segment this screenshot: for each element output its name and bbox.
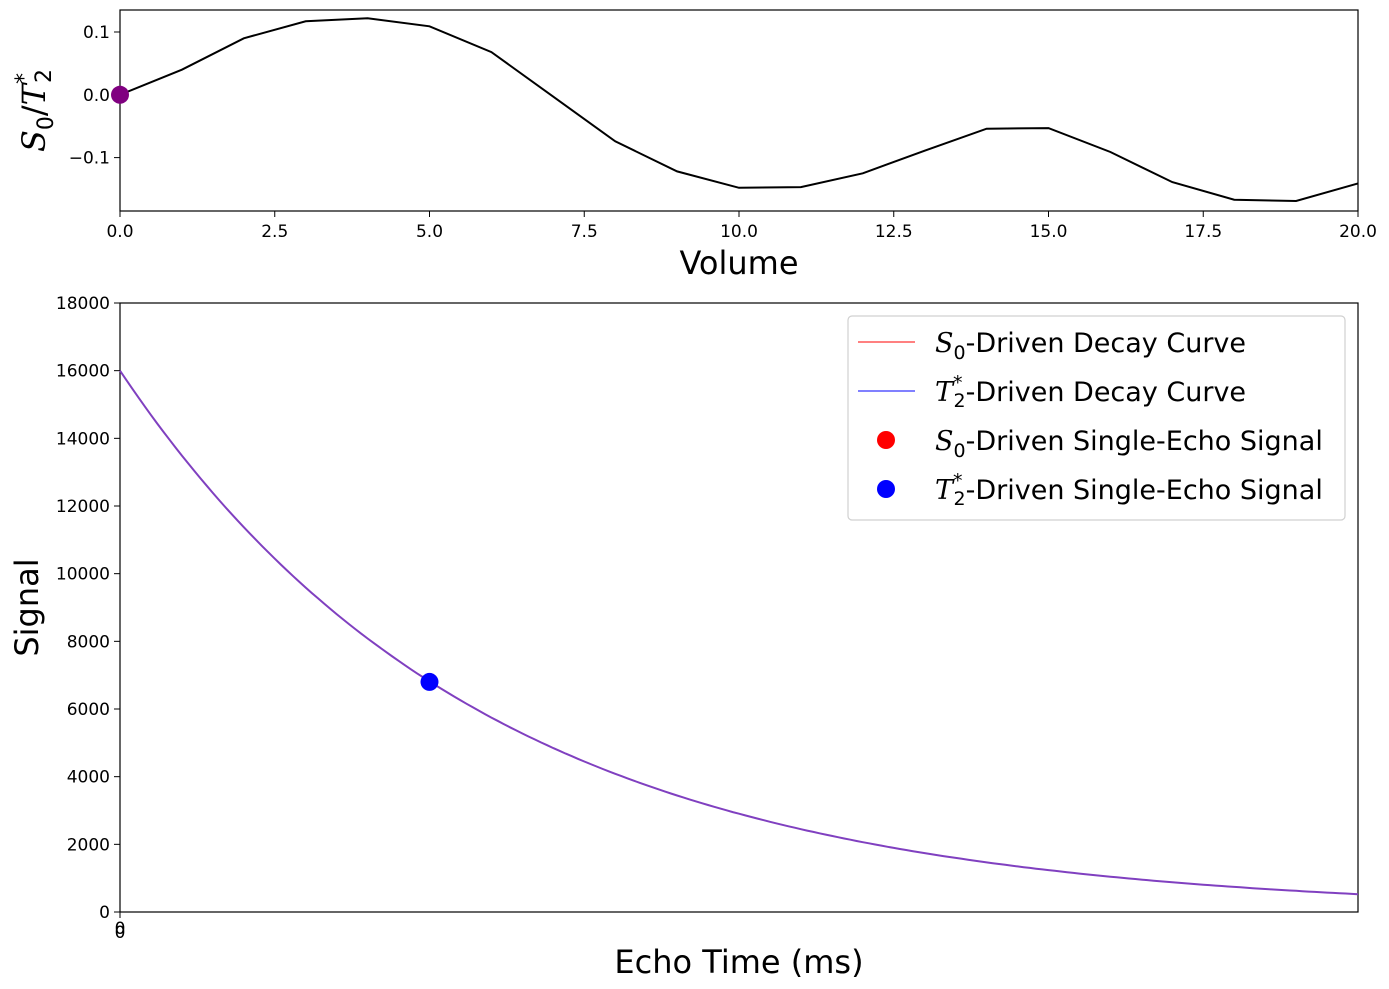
- top-x-tick-label: 7.5: [571, 222, 598, 242]
- bottom-y-tick-label: 10000: [56, 565, 110, 585]
- top-x-tick-label: 2.5: [261, 222, 288, 242]
- top-y-tick-label: 0.0: [83, 86, 110, 106]
- top-x-ticks: 0.0 2.5 5.0 7.5 10.0 12.5 15.0 17.5 20.0: [106, 211, 1377, 242]
- top-x-axis-label: Volume: [679, 244, 798, 282]
- top-marker-point: [111, 85, 129, 104]
- single-echo-point: [420, 672, 439, 691]
- bottom-x-axis-label: Echo Time (ms): [614, 943, 863, 981]
- legend-entry-label: S0-Driven Decay Curve: [935, 328, 1246, 364]
- bottom-panel: 00 0 2000 4000 6000 8000 10000 12000 14000 16000…: [8, 294, 1359, 981]
- bottom-y-tick-label: 4000: [67, 768, 110, 788]
- bottom-y-tick-label: 0: [99, 903, 110, 923]
- top-x-tick-label: 12.5: [875, 222, 913, 242]
- legend-marker-swatch: [877, 431, 895, 449]
- bottom-y-tick-label: 18000: [56, 294, 110, 314]
- top-y-tick-label: −0.1: [69, 149, 110, 169]
- top-x-tick-label: 15.0: [1030, 222, 1068, 242]
- legend: S0-Driven Decay Curve T* 2-Driven Decay Cu…: [847, 315, 1346, 521]
- top-x-tick-label: 5.0: [416, 222, 443, 242]
- legend-entry-label: T* 2-Driven Single-Echo Signal: [935, 470, 1323, 510]
- top-x-tick-label: 10.0: [720, 222, 758, 242]
- bottom-y-axis-label: Signal: [8, 558, 46, 656]
- legend-entry-label: S0-Driven Single-Echo Signal: [935, 426, 1323, 462]
- decay-curve: [119, 370, 1359, 896]
- top-x-tick-label: 0.0: [106, 222, 133, 242]
- top-y-tick-label: 0.1: [83, 23, 110, 43]
- legend-box: [847, 315, 1346, 521]
- bottom-x-ticks: 00: [115, 912, 126, 943]
- bottom-x-tick-label: 0: [115, 919, 126, 939]
- bottom-y-tick-label: 16000: [56, 362, 110, 382]
- legend-items: S0-Driven Decay Curve T* 2-Driven Decay Cu…: [858, 328, 1323, 510]
- top-y-axis-label: S0/T*2: [12, 69, 59, 152]
- bottom-y-tick-label: 8000: [67, 632, 110, 652]
- bottom-plot-frame: [119, 302, 1359, 913]
- bottom-y-tick-label: 14000: [56, 429, 110, 449]
- bottom-y-tick-label: 2000: [67, 835, 110, 855]
- top-x-tick-label: 17.5: [1184, 222, 1222, 242]
- bottom-y-tick-label: 6000: [67, 700, 110, 720]
- top-panel: 0.0 2.5 5.0 7.5 10.0 12.5 15.0 17.5 20.0 −0.1 0.0…: [12, 9, 1377, 282]
- top-x-tick-label: 20.0: [1339, 222, 1377, 242]
- top-plot-frame: [119, 9, 1359, 212]
- bottom-x-tick-label: 0: [115, 923, 126, 943]
- bottom-y-tick-label: 12000: [56, 497, 110, 517]
- legend-entry-label: T* 2-Driven Decay Curve: [935, 372, 1246, 412]
- bottom-y-ticks: 0 2000 4000 6000 8000 10000 12000 14000 16000 180…: [56, 294, 120, 923]
- legend-marker-swatch: [877, 480, 895, 498]
- top-series-line: [119, 17, 1359, 203]
- single-echo-points: [420, 672, 439, 691]
